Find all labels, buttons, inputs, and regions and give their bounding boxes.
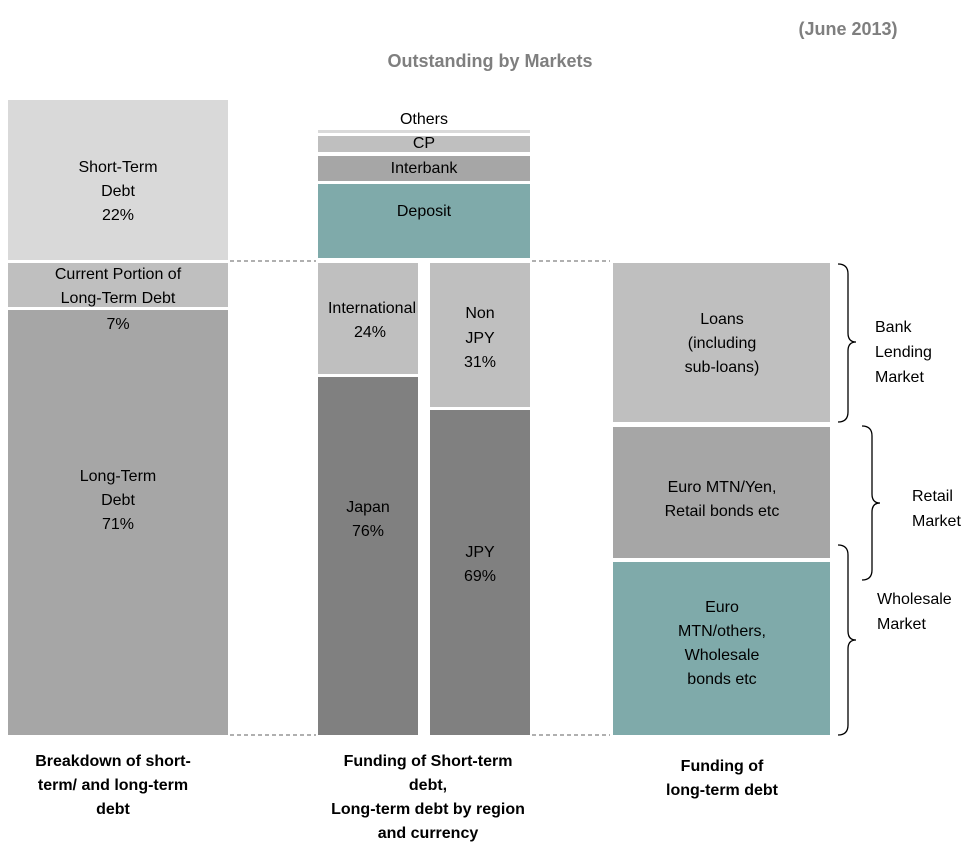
block	[318, 136, 530, 152]
label: Short-Term	[78, 159, 157, 176]
label: 7%	[106, 316, 129, 333]
label: 31%	[464, 354, 496, 371]
label: 71%	[102, 516, 134, 533]
market-label: Retail	[912, 488, 953, 505]
market-label: Wholesale	[877, 591, 952, 608]
label: Others	[400, 111, 448, 128]
label: sub-loans)	[685, 359, 760, 376]
label: Current Portion of	[55, 266, 182, 283]
label: Long-Term Debt	[61, 290, 176, 307]
block	[613, 562, 830, 735]
label: JPY	[465, 330, 495, 347]
block	[613, 427, 830, 558]
label: Retail bonds etc	[665, 503, 780, 520]
label: Euro MTN/Yen,	[668, 479, 777, 496]
caption: Funding of Short-term	[344, 753, 513, 770]
block	[8, 310, 228, 735]
label: Debt	[101, 183, 135, 200]
market-label: Lending	[875, 344, 932, 361]
caption: and currency	[378, 825, 479, 842]
block	[318, 377, 418, 735]
label: Interbank	[391, 160, 459, 177]
block	[430, 263, 530, 407]
label: Non	[465, 305, 494, 322]
label: Wholesale	[685, 647, 760, 664]
block	[430, 410, 530, 735]
label: Euro	[705, 599, 739, 616]
label: MTN/others,	[678, 623, 766, 640]
caption: Long-term debt by region	[331, 801, 525, 818]
caption: debt	[96, 801, 130, 818]
label: 22%	[102, 207, 134, 224]
block	[8, 263, 228, 307]
label: 69%	[464, 568, 496, 585]
brace	[861, 425, 881, 581]
market-label: Market	[877, 616, 926, 633]
label: CP	[413, 135, 435, 152]
label: Loans	[700, 311, 744, 328]
label: International	[328, 300, 416, 317]
caption: Funding of	[681, 758, 764, 775]
caption: debt,	[409, 777, 447, 794]
caption: Breakdown of short-	[35, 753, 191, 770]
label: JPY	[465, 544, 495, 561]
label: 76%	[352, 523, 384, 540]
market-label: Market	[912, 513, 961, 530]
block	[318, 263, 418, 374]
block	[613, 263, 830, 422]
block	[318, 184, 530, 258]
block	[318, 156, 530, 181]
brace	[837, 544, 857, 736]
label: Debt	[101, 492, 135, 509]
caption: long-term debt	[666, 782, 779, 799]
date: (June 2013)	[798, 19, 897, 39]
market-label: Bank	[875, 319, 912, 336]
caption: term/ and long-term	[38, 777, 188, 794]
label: 24%	[354, 324, 386, 341]
block	[8, 100, 228, 260]
brace	[837, 263, 857, 423]
title: Outstanding by Markets	[387, 51, 592, 71]
label: Long-Term	[80, 468, 156, 485]
label: Japan	[346, 499, 390, 516]
block	[318, 130, 530, 133]
market-label: Market	[875, 369, 924, 386]
label: (including	[688, 335, 756, 352]
label: bonds etc	[687, 671, 756, 688]
label: Deposit	[397, 203, 452, 220]
